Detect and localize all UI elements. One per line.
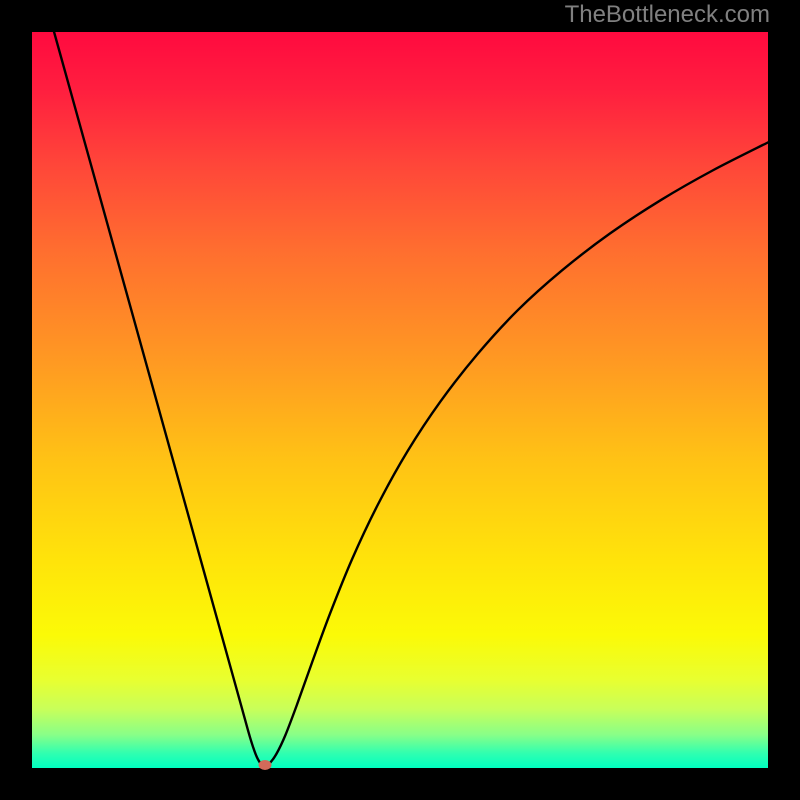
watermark-text: TheBottleneck.com <box>565 1 770 29</box>
chart-frame: TheBottleneck.com <box>0 0 800 800</box>
bottleneck-curve <box>32 32 768 768</box>
plot-area <box>32 32 768 768</box>
optimum-marker <box>258 760 271 770</box>
